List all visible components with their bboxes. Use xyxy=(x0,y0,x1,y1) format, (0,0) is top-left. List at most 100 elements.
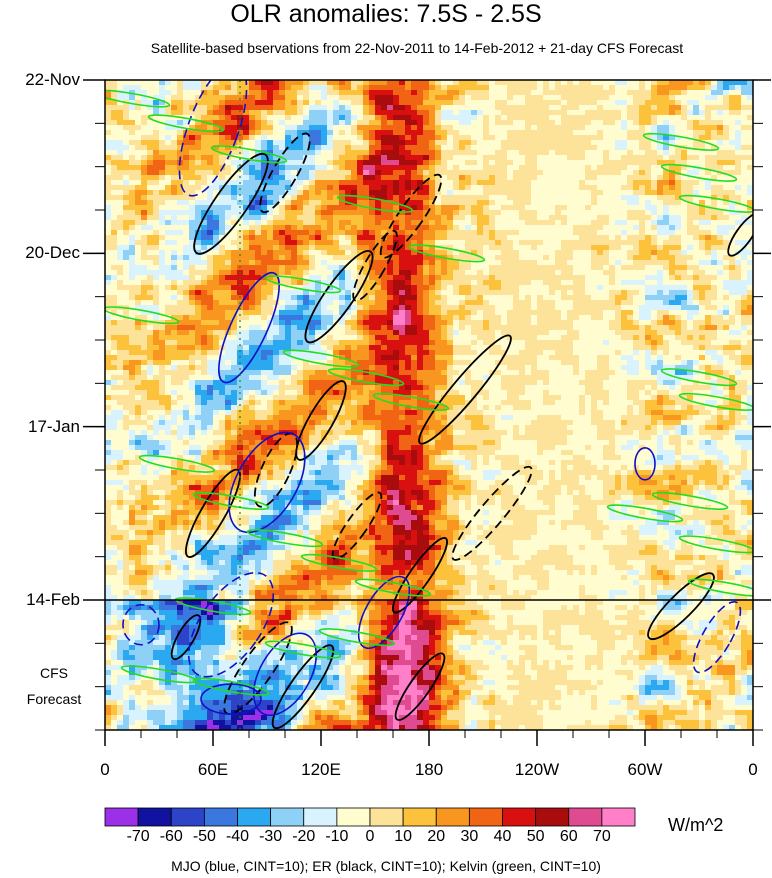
heatmap-cell xyxy=(687,250,694,256)
heatmap-cell xyxy=(705,305,712,311)
heatmap-cell xyxy=(501,210,508,216)
heatmap-cell xyxy=(657,90,664,96)
heatmap-cell xyxy=(405,215,412,221)
heatmap-cell xyxy=(567,135,574,141)
heatmap-cell xyxy=(717,155,724,161)
heatmap-cell xyxy=(297,305,304,311)
heatmap-cell xyxy=(669,280,676,286)
heatmap-cell xyxy=(141,135,148,141)
heatmap-cell xyxy=(741,260,748,266)
heatmap-cell xyxy=(117,255,124,261)
heatmap-cell xyxy=(375,220,382,226)
heatmap-cell xyxy=(393,205,400,211)
heatmap-cell xyxy=(123,190,130,196)
heatmap-cell xyxy=(303,280,310,286)
heatmap-cell xyxy=(207,295,214,301)
heatmap-cell xyxy=(141,195,148,201)
heatmap-cell xyxy=(585,80,592,86)
heatmap-cell xyxy=(351,195,358,201)
heatmap-cell xyxy=(291,305,298,311)
heatmap-cell xyxy=(351,180,358,186)
heatmap-cell xyxy=(309,170,316,176)
heatmap-cell xyxy=(129,245,136,251)
heatmap-cell xyxy=(729,300,736,306)
heatmap-cell xyxy=(741,90,748,96)
heatmap-cell xyxy=(657,195,664,201)
heatmap-cell xyxy=(675,300,682,306)
heatmap-cell xyxy=(351,135,358,141)
heatmap-cell xyxy=(537,230,544,236)
heatmap-cell xyxy=(129,140,136,146)
heatmap-cell xyxy=(207,110,214,116)
heatmap-cell xyxy=(705,125,712,131)
heatmap-cell xyxy=(243,140,250,146)
heatmap-cell xyxy=(723,235,730,241)
heatmap-cell xyxy=(549,305,556,311)
heatmap-cell xyxy=(561,275,568,281)
heatmap-cell xyxy=(555,240,562,246)
heatmap-cell xyxy=(189,235,196,241)
heatmap-cell xyxy=(225,85,232,91)
heatmap-cell xyxy=(297,145,304,151)
heatmap-cell xyxy=(441,230,448,236)
heatmap-cell xyxy=(105,270,112,276)
heatmap-cell xyxy=(603,195,610,201)
heatmap-cell xyxy=(327,145,334,151)
heatmap-cell xyxy=(537,155,544,161)
heatmap-cell xyxy=(237,80,244,86)
heatmap-cell xyxy=(147,240,154,246)
heatmap-cell xyxy=(747,80,753,86)
heatmap-cell xyxy=(747,285,753,291)
heatmap-cell xyxy=(243,275,250,281)
heatmap-cell xyxy=(267,295,274,301)
heatmap-cell xyxy=(381,225,388,231)
heatmap-cell xyxy=(705,90,712,96)
heatmap-cell xyxy=(417,200,424,206)
heatmap-cell xyxy=(141,280,148,286)
heatmap-cell xyxy=(453,275,460,281)
heatmap-cell xyxy=(141,130,148,136)
heatmap-cell xyxy=(567,130,574,136)
heatmap-cell xyxy=(177,210,184,216)
heatmap-cell xyxy=(549,235,556,241)
heatmap-cell xyxy=(513,255,520,261)
heatmap-cell xyxy=(687,280,694,286)
heatmap-cell xyxy=(177,185,184,191)
heatmap-cell xyxy=(351,100,358,106)
heatmap-cell xyxy=(735,290,742,296)
heatmap-cell xyxy=(393,250,400,256)
heatmap-cell xyxy=(285,180,292,186)
heatmap-cell xyxy=(285,220,292,226)
heatmap-cell xyxy=(387,240,394,246)
heatmap-cell xyxy=(129,85,136,91)
heatmap-cell xyxy=(147,215,154,221)
heatmap-cell xyxy=(387,270,394,276)
heatmap-cell xyxy=(669,185,676,191)
heatmap-cell xyxy=(393,210,400,216)
heatmap-cell xyxy=(621,225,628,231)
heatmap-cell xyxy=(423,180,430,186)
heatmap-cell xyxy=(435,80,442,86)
heatmap-cell xyxy=(219,285,226,291)
heatmap-cell xyxy=(177,225,184,231)
heatmap-cell xyxy=(363,95,370,101)
heatmap-cell xyxy=(165,80,172,86)
heatmap-cell xyxy=(555,145,562,151)
heatmap-cell xyxy=(735,120,742,126)
heatmap-cell xyxy=(447,150,454,156)
heatmap-cell xyxy=(573,220,580,226)
heatmap-cell xyxy=(591,125,598,131)
heatmap-cell xyxy=(729,220,736,226)
heatmap-cell xyxy=(171,255,178,261)
heatmap-cell xyxy=(543,100,550,106)
heatmap-cell xyxy=(657,290,664,296)
heatmap-cell xyxy=(429,285,436,291)
heatmap-cell xyxy=(153,215,160,221)
heatmap-cell xyxy=(321,105,328,111)
heatmap-cell xyxy=(609,255,616,261)
heatmap-cell xyxy=(351,190,358,196)
heatmap-cell xyxy=(513,260,520,266)
heatmap-cell xyxy=(513,110,520,116)
heatmap-cell xyxy=(381,110,388,116)
heatmap-cell xyxy=(711,105,718,111)
